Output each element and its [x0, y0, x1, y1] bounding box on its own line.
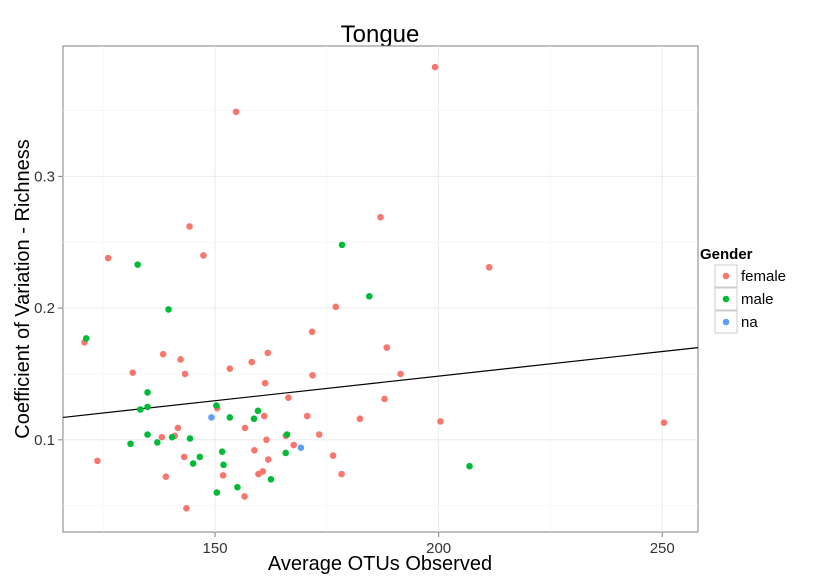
legend-label-male: male [741, 291, 774, 308]
data-point-female [308, 328, 316, 336]
data-point-female [200, 252, 207, 259]
data-point-female [485, 263, 493, 271]
data-point-male [82, 335, 90, 342]
data-point-female [158, 433, 166, 441]
regression-line-group [62, 347, 699, 419]
x-tick-label: 250 [650, 540, 675, 557]
y-tick-label: 0.3 [34, 168, 55, 185]
data-point-female [129, 369, 137, 376]
legend-title: Gender [700, 246, 753, 263]
data-point-female [264, 456, 272, 463]
data-point-female [377, 213, 384, 221]
data-point-female [437, 418, 444, 425]
data-point-male [144, 389, 151, 396]
data-point-female [186, 223, 193, 230]
data-point-male [127, 440, 134, 448]
data-point-female [232, 108, 240, 116]
data-point-male [168, 433, 176, 441]
data-point-female [660, 419, 668, 426]
data-point-male [137, 406, 144, 413]
data-point-male [213, 402, 220, 409]
data-point-female [263, 436, 270, 444]
legend-label-female: female [741, 268, 786, 285]
data-point-male [144, 403, 151, 411]
data-point-female [261, 379, 269, 387]
data-point-female [180, 453, 188, 461]
data-point-female [332, 303, 340, 311]
data-point-female [290, 441, 298, 449]
data-point-female [251, 447, 258, 454]
data-point-female [241, 493, 248, 500]
x-tick-label: 150 [203, 540, 228, 557]
data-point-female [181, 370, 189, 378]
data-point-male [254, 407, 262, 415]
data-point-male [366, 292, 373, 300]
data-point-female [174, 424, 182, 432]
data-point-male [226, 414, 234, 421]
data-point-female [309, 371, 316, 379]
data-point-male [267, 476, 275, 483]
data-point-male [144, 431, 151, 438]
data-point-male [234, 483, 241, 491]
y-tick-label: 0.2 [34, 300, 55, 317]
data-point-female [159, 350, 167, 358]
data-point-female [162, 473, 170, 480]
data-points [81, 63, 668, 512]
data-point-female [285, 394, 292, 401]
data-point-male [250, 415, 258, 423]
x-axis-title: Average OTUs Observed [268, 553, 492, 575]
grid-lines [63, 46, 698, 532]
legend-marker-male [722, 295, 730, 303]
data-point-female [248, 358, 256, 366]
data-point-female [177, 356, 184, 363]
data-point-male [282, 449, 289, 457]
data-point-na [297, 444, 305, 452]
data-point-female [381, 395, 388, 403]
data-point-male [466, 462, 473, 470]
data-point-male [134, 261, 141, 268]
data-point-male [154, 439, 161, 446]
data-point-female [264, 349, 272, 357]
regression-line [62, 347, 699, 419]
y-axis-ticks: 0.1 0.2 0.3 [34, 168, 63, 449]
data-point-male [189, 460, 197, 467]
data-point-female [383, 344, 391, 351]
legend: Gender female male na [700, 246, 786, 334]
data-point-female [260, 412, 268, 420]
data-point-male [186, 435, 194, 442]
data-point-male [220, 461, 227, 469]
data-point-female [241, 424, 249, 432]
data-point-female [255, 470, 262, 478]
x-axis-ticks: 150 200 250 [203, 532, 675, 557]
data-point-male [283, 431, 291, 438]
data-point-male [196, 453, 204, 461]
data-point-female [356, 415, 364, 423]
legend-marker-female [722, 272, 730, 280]
x-tick-label: 200 [426, 540, 451, 557]
y-axis-title: Coefficient of Variation - Richness [12, 139, 34, 438]
legend-marker-na [722, 318, 730, 326]
chart-title: Tongue [341, 21, 420, 48]
legend-label-na: na [741, 314, 758, 331]
plot-panel [62, 45, 699, 533]
data-point-female [315, 431, 323, 438]
data-point-na [208, 414, 215, 421]
data-point-male [165, 306, 172, 313]
data-point-male [338, 241, 346, 249]
data-point-male [218, 448, 226, 455]
data-point-female [397, 370, 404, 378]
data-point-female [183, 504, 190, 512]
data-point-female [226, 365, 234, 372]
data-point-female [431, 63, 439, 71]
data-point-female [329, 452, 337, 459]
y-tick-label: 0.1 [34, 432, 55, 449]
data-point-female [219, 472, 227, 479]
data-point-female [338, 470, 345, 478]
data-point-female [104, 254, 112, 262]
data-point-female [303, 412, 311, 420]
data-point-male [213, 489, 221, 496]
data-point-female [94, 457, 101, 465]
